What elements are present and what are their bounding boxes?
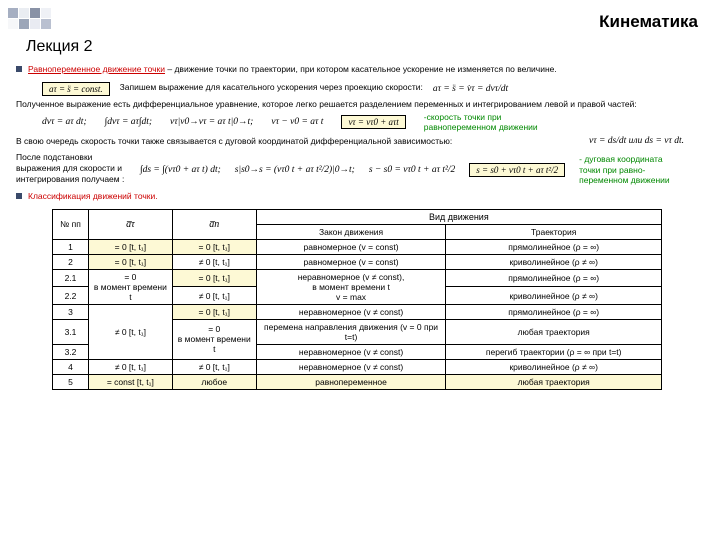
strip2-boxed: s = s0 + vτ0 t + aτ t²/2	[469, 163, 565, 177]
table-row: 4≠ 0 [t, t₁]≠ 0 [t, t₁]неравномерное (v …	[53, 359, 662, 374]
table-row: 5= const [t, t₁]любоеравнопеременноелюба…	[53, 374, 662, 389]
cell-traj: перегиб траектории (ρ = ∞ при t=t)	[446, 344, 662, 359]
strip1-d: vτ − v0 = aτ t	[271, 117, 323, 127]
strip2-a: ∫ds = ∫(vτ0 + aτ t) dt;	[140, 165, 221, 175]
bullet-classification: Классификация движений точки.	[16, 191, 704, 205]
para-subst: После подстановки выражения для скорости…	[16, 152, 126, 184]
bullet-icon	[16, 193, 22, 199]
bullet-definition: Равнопеременное движение точки – движени…	[16, 64, 704, 78]
cell-law: неравномерное (v ≠ const)	[256, 359, 446, 374]
th-no: № пп	[53, 209, 89, 239]
bullet-icon	[16, 66, 22, 72]
th-traj: Траектория	[446, 224, 662, 239]
th-law: Закон движения	[256, 224, 446, 239]
formula-const: aτ = s̈ = const.	[42, 82, 110, 96]
strip1-c: vτ|v0→vτ = aτ t|0→t;	[170, 117, 253, 127]
para-arc: В свою очередь скорость точки также связ…	[16, 136, 581, 147]
formula-at: aτ = s̈ = v̇τ = dvτ/dt	[433, 84, 508, 94]
cell-law: перемена направления движения (v = 0 при…	[256, 319, 446, 344]
cell-an: ≠ 0 [t, t₁]	[172, 287, 256, 305]
cell-traj: любая траектория	[446, 319, 662, 344]
table-row: 3≠ 0 [t, t₁]= 0 [t, t₁]неравномерное (v …	[53, 304, 662, 319]
strip1-boxed: vτ = vτ0 + aτt	[341, 115, 405, 129]
th-vid: Вид движения	[256, 209, 661, 224]
cell-at: = const [t, t₁]	[88, 374, 172, 389]
strip2-c: s − s0 = vτ0 t + aτ t²/2	[369, 165, 455, 175]
th-at: a̅τ	[88, 209, 172, 239]
table-row: 2.1= 0в момент времени t= 0 [t, t₁]нерав…	[53, 269, 662, 287]
cell-traj: криволинейное (ρ ≠ ∞)	[446, 254, 662, 269]
defn-term: Равнопеременное движение точки	[28, 64, 165, 74]
cell-traj: прямолинейное (ρ = ∞)	[446, 269, 662, 287]
cell-no: 3	[53, 304, 89, 319]
para-diff: Полученное выражение есть дифференциальн…	[16, 99, 704, 110]
cell-law: равнопеременное	[256, 374, 446, 389]
cell-traj: криволинейное (ρ ≠ ∞)	[446, 287, 662, 305]
th-an: a̅n	[172, 209, 256, 239]
cell-traj: любая траектория	[446, 374, 662, 389]
note-velocity: -скорость точки при равнопеременном движ…	[424, 112, 554, 132]
defn-text: – движение точки по траектории, при кото…	[165, 64, 557, 74]
text-deriv: Запишем выражение для касательного ускор…	[120, 82, 423, 93]
cell-law: неравномерное (v ≠ const)	[256, 344, 446, 359]
cell-at: = 0в момент времени t	[88, 269, 172, 304]
cell-at: ≠ 0 [t, t₁]	[88, 359, 172, 374]
cell-law: неравномерное (v ≠ const)	[256, 304, 446, 319]
strip1-b: ∫dvτ = aτ∫dt;	[105, 117, 152, 127]
cell-traj: прямолинейное (ρ = ∞)	[446, 239, 662, 254]
page-title: Кинематика	[599, 12, 698, 32]
cell-no: 5	[53, 374, 89, 389]
cell-at: ≠ 0 [t, t₁]	[88, 304, 172, 359]
cell-an: = 0в момент времени t	[172, 319, 256, 359]
cell-no: 2.2	[53, 287, 89, 305]
slide-content: Равнопеременное движение точки – движени…	[16, 64, 704, 390]
slide-decoration	[8, 8, 51, 29]
cell-no: 3.2	[53, 344, 89, 359]
table-row: 1= 0 [t, t₁]= 0 [t, t₁]равномерное (v = …	[53, 239, 662, 254]
cell-law: равномерное (v = const)	[256, 254, 446, 269]
cell-no: 3.1	[53, 319, 89, 344]
cell-no: 2.1	[53, 269, 89, 287]
cell-an: = 0 [t, t₁]	[172, 269, 256, 287]
cell-an: ≠ 0 [t, t₁]	[172, 359, 256, 374]
cell-no: 2	[53, 254, 89, 269]
note-arc: - дуговая координата точки при равно-пер…	[579, 154, 679, 185]
cell-traj: криволинейное (ρ ≠ ∞)	[446, 359, 662, 374]
cell-traj: прямолинейное (ρ = ∞)	[446, 304, 662, 319]
class-title: Классификация движений точки.	[28, 191, 158, 202]
cell-at: = 0 [t, t₁]	[88, 254, 172, 269]
cell-law: равномерное (v = const)	[256, 239, 446, 254]
strip2-b: s|s0→s = (vτ0 t + aτ t²/2)|0→t;	[235, 165, 355, 175]
lecture-title: Лекция 2	[26, 38, 93, 56]
cell-no: 4	[53, 359, 89, 374]
table-row: 2= 0 [t, t₁]≠ 0 [t, t₁]равномерное (v = …	[53, 254, 662, 269]
cell-an: = 0 [t, t₁]	[172, 239, 256, 254]
cell-an: любое	[172, 374, 256, 389]
cell-no: 1	[53, 239, 89, 254]
formula-ds: vτ = ds/dt или ds = vτ dt.	[589, 136, 684, 146]
cell-an: ≠ 0 [t, t₁]	[172, 254, 256, 269]
cell-an: = 0 [t, t₁]	[172, 304, 256, 319]
strip1-a: dvτ = aτ dt;	[42, 117, 87, 127]
cell-at: = 0 [t, t₁]	[88, 239, 172, 254]
classification-table: № ппa̅τa̅nВид движенияЗакон движенияТрае…	[52, 209, 704, 390]
cell-law: неравномерное (v ≠ const),в момент време…	[256, 269, 446, 304]
